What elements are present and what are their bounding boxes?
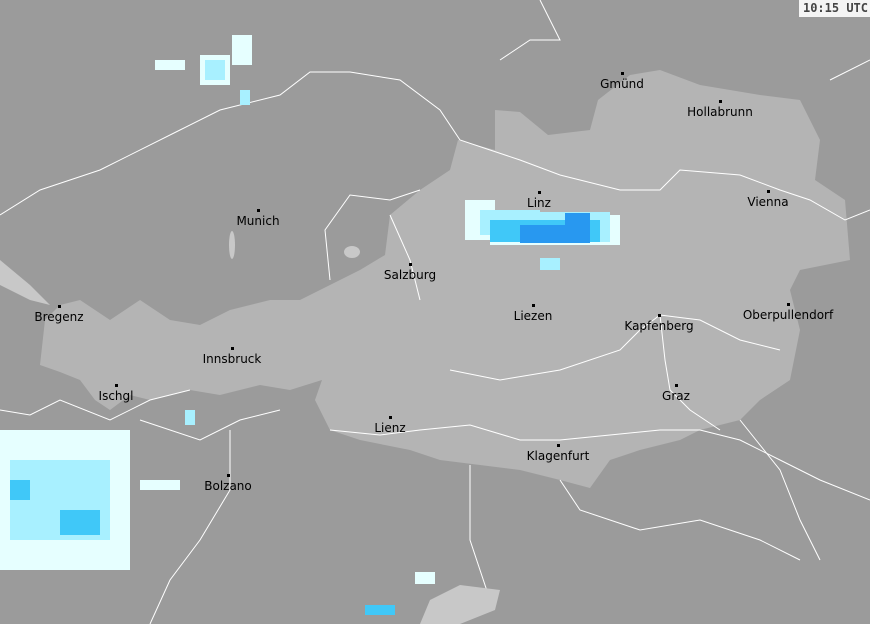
city-label: Salzburg bbox=[383, 268, 437, 282]
austria-region bbox=[40, 70, 850, 488]
city-dot bbox=[231, 347, 234, 350]
city-label: Bolzano bbox=[204, 479, 252, 493]
city-label: Lienz bbox=[374, 421, 406, 435]
city-label: Bregenz bbox=[34, 310, 84, 324]
city-dot bbox=[409, 263, 412, 266]
city-dot bbox=[532, 304, 535, 307]
city-dot bbox=[658, 314, 661, 317]
city-dot bbox=[557, 444, 560, 447]
city-label: Ischgl bbox=[98, 389, 134, 403]
city-label: Kapfenberg bbox=[624, 319, 694, 333]
city-label: Klagenfurt bbox=[526, 449, 590, 463]
city-label: Gmünd bbox=[600, 77, 644, 91]
city-dot bbox=[227, 474, 230, 477]
city-dot bbox=[58, 305, 61, 308]
city-label: Hollabrunn bbox=[687, 105, 753, 119]
city-dot bbox=[675, 384, 678, 387]
timestamp: 10:15 UTC bbox=[798, 0, 870, 17]
city-dot bbox=[538, 191, 541, 194]
city-dot bbox=[621, 72, 624, 75]
precipitation bbox=[0, 35, 620, 615]
lakes bbox=[0, 231, 500, 624]
city-dot bbox=[767, 190, 770, 193]
city-label: Oberpullendorf bbox=[742, 308, 834, 322]
city-dot bbox=[257, 209, 260, 212]
city-label: Vienna bbox=[747, 195, 789, 209]
city-label: Graz bbox=[662, 389, 690, 403]
city-dot bbox=[389, 416, 392, 419]
city-dot bbox=[787, 303, 790, 306]
city-dot bbox=[115, 384, 118, 387]
city-label: Innsbruck bbox=[202, 352, 262, 366]
city-label: Liezen bbox=[513, 309, 553, 323]
city-label: Munich bbox=[236, 214, 280, 228]
city-label: Linz bbox=[527, 196, 551, 210]
city-dot bbox=[719, 100, 722, 103]
